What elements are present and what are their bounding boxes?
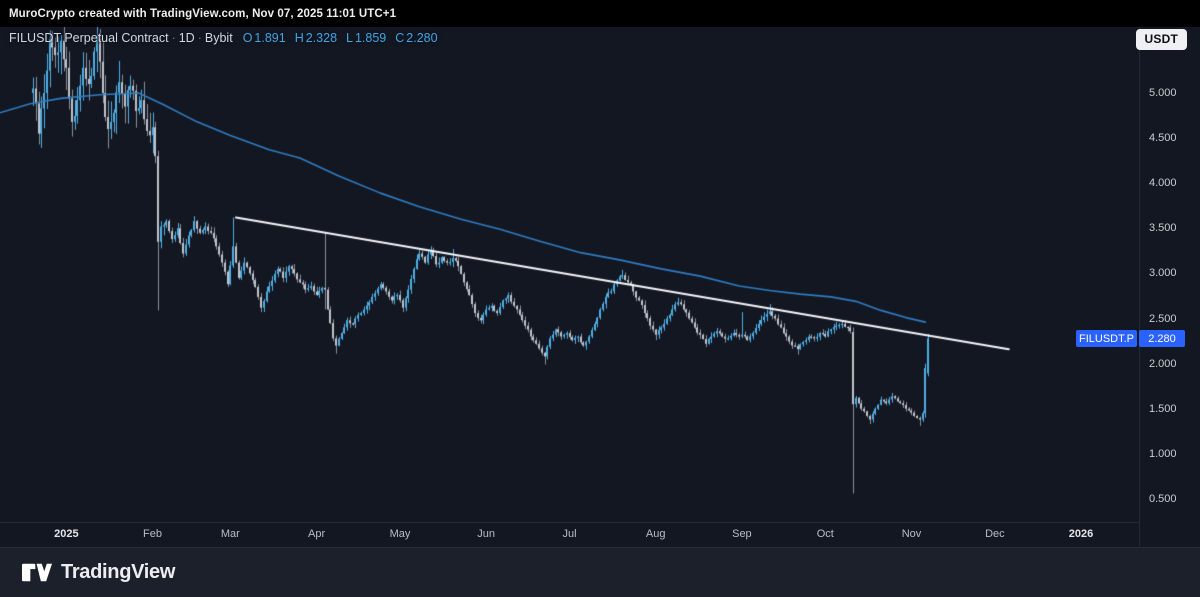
high-readout: H 2.328 xyxy=(295,31,339,45)
footer-brand-bar: TradingView xyxy=(0,547,1200,597)
high-value: 2.328 xyxy=(305,31,338,45)
close-value: 2.280 xyxy=(406,31,438,45)
price-axis-label: 1.500 xyxy=(1149,402,1177,415)
price-axis-label: 5.000 xyxy=(1149,87,1177,99)
time-axis-label: Aug xyxy=(645,528,666,540)
price-axis-label: 0.500 xyxy=(1149,492,1177,505)
price-axis-label: 4.000 xyxy=(1149,177,1177,190)
legend-symbol-title: FILUSDT Perpetual Contract xyxy=(9,31,169,45)
open-readout: O 1.891 xyxy=(243,31,288,45)
legend-interval: 1D xyxy=(178,31,195,45)
tradingview-logo-icon[interactable] xyxy=(22,562,52,583)
attribution-bar: MuroCrypto created with TradingView.com,… xyxy=(0,0,1200,27)
price-axis-label: 3.000 xyxy=(1149,267,1177,280)
low-label: L xyxy=(346,31,353,45)
close-label: C xyxy=(395,31,405,45)
last-price-symbol-chip: FILUSDT.P xyxy=(1076,330,1137,347)
legend-separator-2: · xyxy=(197,31,202,45)
symbol-legend[interactable]: FILUSDT Perpetual Contract · 1D · Bybit O 1.89… xyxy=(9,31,447,45)
high-label: H xyxy=(294,31,304,45)
time-axis-label: Sep xyxy=(732,528,752,540)
time-axis-label: Feb xyxy=(143,528,163,540)
currency-toggle-button[interactable]: USDT xyxy=(1135,29,1187,50)
time-axis-label: Nov xyxy=(901,528,922,540)
time-axis-label: 2025 xyxy=(54,528,79,540)
price-axis-label: 3.500 xyxy=(1149,222,1177,235)
close-readout: C 2.280 xyxy=(395,31,439,45)
time-axis-label: Oct xyxy=(816,528,834,540)
legend-separator: · xyxy=(171,31,176,45)
price-axis-label: 4.500 xyxy=(1149,132,1177,145)
price-axis-label: 2.500 xyxy=(1149,312,1177,325)
time-axis-label: Dec xyxy=(985,528,1005,540)
ohlc-readout: O 1.891 H 2.328 L 1.859 C 2.280 xyxy=(243,31,447,45)
open-label: O xyxy=(242,31,253,45)
last-price-value-chip: 2.280 xyxy=(1139,330,1185,347)
open-value: 1.891 xyxy=(254,31,286,45)
time-axis-label: Mar xyxy=(220,528,240,540)
price-axis[interactable]: 5.000 4.500 4.000 3.500 3.000 2.500 2.000 1.500… xyxy=(1139,27,1200,546)
time-axis-label: Jun xyxy=(477,528,495,540)
time-axis[interactable]: 2025 Feb Mar Apr May Jun Jul Aug Sep Oct Nov Dec 202… xyxy=(0,522,1139,546)
attribution-text: MuroCrypto created with TradingView.com,… xyxy=(9,7,397,20)
low-value: 1.859 xyxy=(354,31,387,45)
price-axis-label: 2.000 xyxy=(1149,357,1177,370)
legend-exchange: Bybit xyxy=(204,31,233,45)
low-readout: L 1.859 xyxy=(346,31,388,45)
time-axis-label: Apr xyxy=(307,528,326,540)
time-axis-label: Jul xyxy=(562,528,577,540)
tradingview-wordmark: TradingView xyxy=(61,561,176,583)
time-axis-label: May xyxy=(389,528,411,540)
last-price-label: FILUSDT.P 2.280 xyxy=(1076,330,1185,347)
time-axis-label: 2026 xyxy=(1068,528,1094,540)
price-axis-label: 1.000 xyxy=(1149,447,1177,460)
